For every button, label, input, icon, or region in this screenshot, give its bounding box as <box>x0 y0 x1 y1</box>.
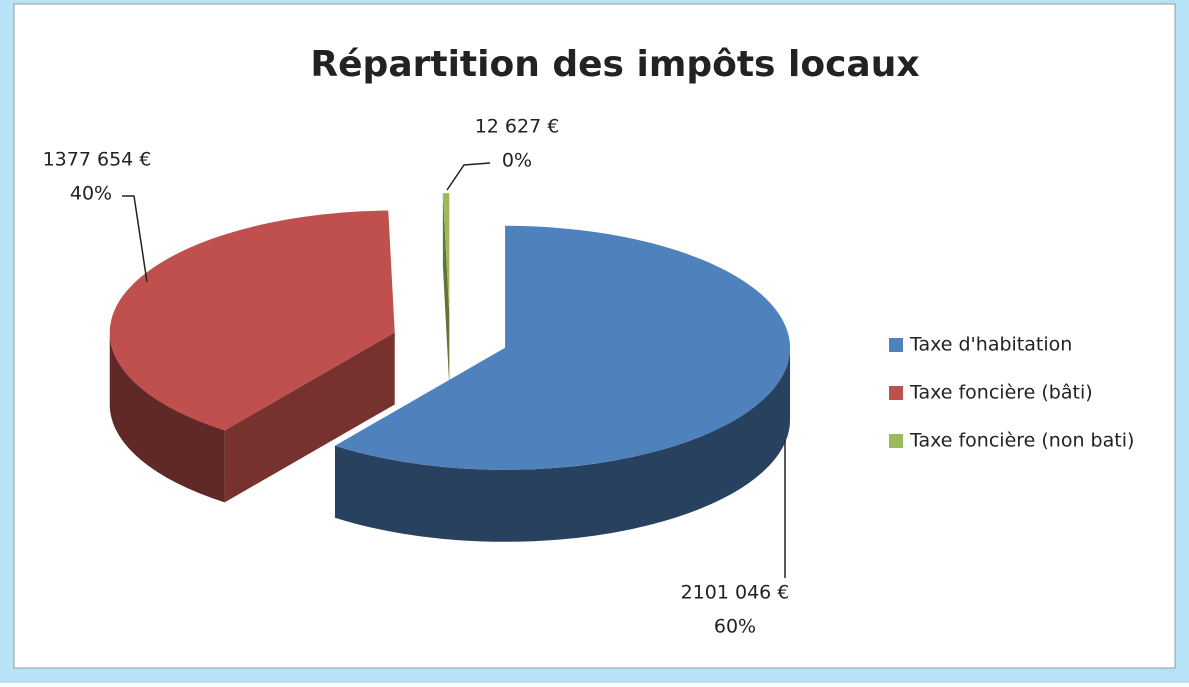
slice-cut-face <box>442 193 450 388</box>
legend: Taxe d'habitation Taxe foncière (bâti) Tax… <box>889 334 1134 452</box>
slice <box>334 225 791 470</box>
slice <box>442 193 450 316</box>
chart-title: Répartition des impôts locaux <box>310 44 919 85</box>
value-label: 12 627 € <box>475 116 560 138</box>
value-label: 2101 046 € <box>681 582 790 604</box>
leader-line <box>122 195 148 283</box>
legend-label: Taxe d'habitation <box>909 334 1072 356</box>
percent-label: 60% <box>714 616 756 638</box>
legend-swatch <box>889 434 903 448</box>
percent-label: 0% <box>502 150 532 172</box>
data-labels: 2101 046 € 60% 1377 654 € 40% 12 627 € 0% <box>43 116 790 638</box>
legend-swatch <box>889 338 903 352</box>
value-label: 1377 654 € <box>43 149 152 171</box>
slice-side <box>109 332 225 503</box>
slice-cut-face <box>224 332 395 503</box>
slice <box>109 210 395 431</box>
pie <box>109 193 791 542</box>
legend-label: Taxe foncière (bâti) <box>909 382 1093 404</box>
percent-label: 40% <box>70 183 112 205</box>
leader-lines <box>122 162 786 578</box>
legend-label: Taxe foncière (non bati) <box>909 430 1134 452</box>
leader-line <box>446 162 491 191</box>
slice-side <box>334 347 791 542</box>
legend-swatch <box>889 386 903 400</box>
